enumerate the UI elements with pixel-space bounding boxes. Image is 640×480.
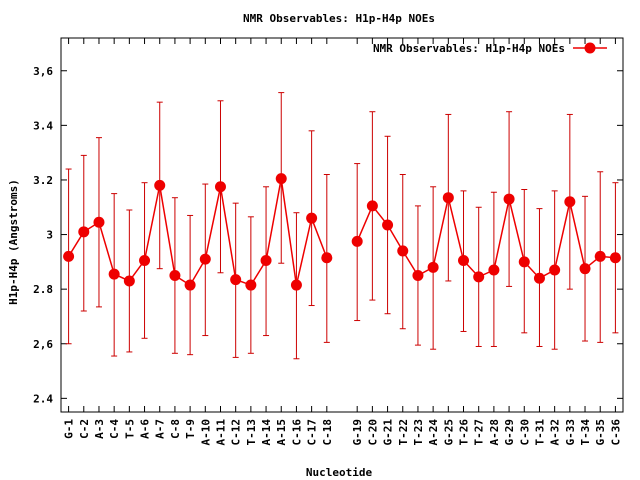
x-tick-label: A-32 [549, 419, 562, 446]
plot-frame [60, 37, 624, 413]
x-tick-label: C-36 [609, 419, 622, 446]
data-point [366, 200, 378, 212]
data-point [427, 261, 439, 273]
y-tick-label: 3.2 [33, 174, 53, 187]
data-point [321, 252, 333, 264]
x-axis-ticks: G-1 C-2 A-3 C-4 T-5 A-6 A-7 C-8 T-9 A-10 A-11 C-12 T… [63, 38, 622, 446]
y-tick-label: 2,6 [33, 338, 53, 351]
data-point [290, 279, 302, 291]
y-tick-label: 2.8 [33, 283, 53, 296]
data-point [442, 192, 454, 204]
chart-title: NMR Observables: H1p-H4p NOEs [243, 12, 435, 25]
legend-marker-sample [584, 42, 596, 54]
data-point [533, 272, 545, 284]
x-tick-label: G-21 [382, 419, 395, 446]
series-line [67, 178, 328, 287]
x-tick-label: T-27 [473, 419, 486, 446]
data-point [594, 250, 606, 262]
data-point [382, 219, 394, 231]
x-tick-label: C-2 [78, 419, 91, 439]
x-tick-label: C-18 [321, 419, 334, 446]
data-point [351, 235, 363, 247]
x-tick-label: C-30 [518, 419, 531, 446]
x-tick-label: T-9 [184, 419, 197, 439]
x-tick-label: A-3 [93, 419, 106, 439]
x-tick-label: C-16 [290, 419, 303, 446]
x-tick-label: C-4 [108, 419, 121, 439]
x-tick-label: G-19 [351, 419, 364, 446]
x-tick-label: A-28 [488, 419, 501, 446]
x-tick-label: C-8 [169, 419, 182, 439]
data-point [184, 279, 196, 291]
data-point [245, 279, 257, 291]
x-tick-label: T-26 [458, 419, 471, 446]
data-point [78, 226, 90, 238]
data-point [549, 264, 561, 276]
x-tick-label: T-5 [123, 419, 136, 439]
x-tick-label: A-6 [139, 419, 152, 439]
data-point [397, 245, 409, 257]
legend: NMR Observables: H1p-H4p NOEs [373, 42, 607, 55]
x-tick-label: G-25 [442, 419, 455, 446]
data-point [230, 274, 242, 286]
x-tick-label: T-34 [579, 419, 592, 446]
x-tick-label: C-20 [366, 419, 379, 446]
data-markers [63, 173, 621, 291]
x-tick-label: C-12 [230, 419, 243, 446]
x-tick-label: C-17 [306, 419, 319, 446]
y-axis-label: H1p-H4p (Angstroms) [7, 179, 20, 305]
y-axis-ticks: 2.4 2,6 2.8 3 3.2 3.4 3,6 [33, 65, 623, 405]
y-tick-label: 3,6 [33, 65, 53, 78]
x-tick-label: A-11 [214, 419, 227, 446]
data-point [260, 254, 272, 266]
x-tick-label: A-24 [427, 419, 440, 446]
x-tick-label: A-15 [275, 419, 288, 446]
data-point [306, 212, 318, 224]
data-point [412, 270, 424, 282]
x-axis-label: Nucleotide [306, 466, 373, 479]
data-point [108, 268, 120, 280]
data-point [63, 250, 75, 262]
x-tick-label: T-23 [412, 419, 425, 446]
data-point [488, 264, 500, 276]
x-tick-label: G-33 [564, 419, 577, 446]
data-point [579, 263, 591, 275]
x-tick-label: G-1 [63, 419, 76, 439]
x-tick-label: A-14 [260, 419, 273, 446]
x-tick-label: A-7 [154, 419, 167, 439]
legend-label: NMR Observables: H1p-H4p NOEs [373, 42, 565, 55]
y-tick-label: 3 [46, 229, 53, 242]
x-tick-label: T-22 [397, 419, 410, 446]
y-tick-label: 3.4 [33, 119, 53, 132]
x-tick-label: T-13 [245, 419, 258, 446]
data-point [93, 216, 105, 228]
data-point [169, 270, 181, 282]
data-point [609, 252, 621, 264]
y-tick-label: 2.4 [33, 392, 53, 405]
x-tick-label: G-29 [503, 419, 516, 446]
data-point [154, 179, 166, 191]
data-point [503, 193, 515, 205]
data-point [473, 271, 485, 283]
data-point [518, 256, 530, 268]
x-tick-label: T-31 [533, 419, 546, 446]
data-point [275, 173, 287, 185]
data-point [458, 254, 470, 266]
data-point [564, 196, 576, 208]
data-point [199, 253, 211, 265]
data-point [214, 181, 226, 193]
x-tick-label: A-10 [199, 419, 212, 446]
data-point [139, 254, 151, 266]
x-tick-label: G-35 [594, 419, 607, 446]
data-point [123, 275, 135, 287]
